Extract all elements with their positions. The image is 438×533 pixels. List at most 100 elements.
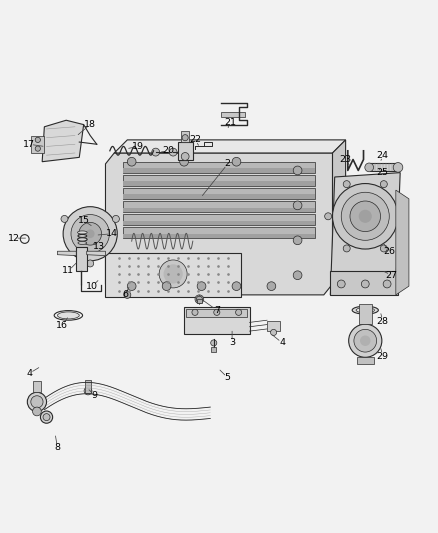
Circle shape xyxy=(354,329,377,352)
Bar xyxy=(123,161,315,173)
Circle shape xyxy=(293,271,302,280)
Circle shape xyxy=(40,411,53,423)
Circle shape xyxy=(360,335,371,346)
Ellipse shape xyxy=(78,238,87,241)
Circle shape xyxy=(61,215,68,222)
Circle shape xyxy=(359,210,372,223)
Text: 19: 19 xyxy=(132,142,144,151)
Bar xyxy=(181,131,189,142)
Text: 18: 18 xyxy=(84,120,96,129)
Text: 22: 22 xyxy=(189,135,201,144)
Text: 4: 4 xyxy=(26,369,32,378)
Text: 21: 21 xyxy=(224,118,236,127)
Bar xyxy=(123,234,315,238)
Bar xyxy=(211,348,216,352)
Polygon shape xyxy=(57,251,76,256)
Circle shape xyxy=(332,183,398,249)
Circle shape xyxy=(84,387,92,395)
Circle shape xyxy=(211,340,217,346)
Text: 16: 16 xyxy=(56,321,68,330)
Polygon shape xyxy=(332,140,346,295)
Bar xyxy=(123,207,315,212)
Circle shape xyxy=(43,414,50,421)
Text: 26: 26 xyxy=(383,247,395,256)
Circle shape xyxy=(232,282,241,290)
Bar xyxy=(221,111,245,117)
Text: 12: 12 xyxy=(8,233,20,243)
Text: 8: 8 xyxy=(54,443,60,452)
Text: 6: 6 xyxy=(122,290,128,300)
Circle shape xyxy=(236,309,242,316)
Text: 24: 24 xyxy=(377,151,389,160)
Bar xyxy=(123,214,315,225)
Ellipse shape xyxy=(356,308,374,313)
Circle shape xyxy=(293,201,302,210)
Ellipse shape xyxy=(78,235,87,238)
Polygon shape xyxy=(114,140,346,153)
Circle shape xyxy=(343,245,350,252)
Text: 15: 15 xyxy=(78,216,90,225)
Circle shape xyxy=(35,146,40,151)
Polygon shape xyxy=(330,173,400,295)
Bar xyxy=(123,188,315,199)
Circle shape xyxy=(380,181,387,188)
Text: 25: 25 xyxy=(377,168,389,177)
Circle shape xyxy=(71,215,110,253)
Circle shape xyxy=(196,296,202,302)
Circle shape xyxy=(383,280,391,288)
Circle shape xyxy=(195,295,204,304)
Text: 29: 29 xyxy=(377,351,389,360)
Bar xyxy=(123,227,315,238)
Bar xyxy=(177,142,193,159)
Text: 4: 4 xyxy=(279,338,285,348)
Bar xyxy=(123,181,315,185)
Ellipse shape xyxy=(78,231,87,234)
Circle shape xyxy=(163,264,183,284)
Circle shape xyxy=(162,282,171,290)
Text: 11: 11 xyxy=(62,266,74,276)
Circle shape xyxy=(361,280,369,288)
Circle shape xyxy=(31,395,43,408)
Circle shape xyxy=(113,215,120,222)
Text: 2: 2 xyxy=(225,159,231,168)
Ellipse shape xyxy=(57,312,79,319)
Circle shape xyxy=(152,148,159,156)
Polygon shape xyxy=(396,190,409,295)
Text: 17: 17 xyxy=(23,140,35,149)
Text: 20: 20 xyxy=(163,146,175,155)
Circle shape xyxy=(180,157,188,166)
Bar xyxy=(370,164,398,171)
Text: 14: 14 xyxy=(106,229,118,238)
Bar xyxy=(186,309,247,317)
Bar xyxy=(197,299,202,303)
Circle shape xyxy=(232,157,241,166)
Bar xyxy=(123,175,315,185)
Circle shape xyxy=(349,324,382,357)
Text: 5: 5 xyxy=(225,373,231,382)
Bar xyxy=(184,307,250,334)
Bar xyxy=(32,381,41,392)
Text: 10: 10 xyxy=(86,281,99,290)
Circle shape xyxy=(365,163,374,172)
Circle shape xyxy=(124,292,131,298)
Circle shape xyxy=(87,260,94,267)
Circle shape xyxy=(341,192,389,240)
Circle shape xyxy=(127,282,136,290)
Circle shape xyxy=(181,152,189,160)
Bar xyxy=(76,247,87,271)
Circle shape xyxy=(192,309,198,316)
Text: 23: 23 xyxy=(339,155,352,164)
Bar xyxy=(357,357,374,364)
Circle shape xyxy=(380,245,387,252)
Bar xyxy=(123,195,315,199)
Circle shape xyxy=(86,229,95,238)
Circle shape xyxy=(27,392,46,411)
Bar xyxy=(267,321,280,330)
Circle shape xyxy=(325,213,332,220)
Circle shape xyxy=(214,309,220,316)
Circle shape xyxy=(267,282,276,290)
Polygon shape xyxy=(42,120,84,161)
Text: 13: 13 xyxy=(93,243,105,252)
Circle shape xyxy=(32,407,41,416)
Circle shape xyxy=(343,181,350,188)
